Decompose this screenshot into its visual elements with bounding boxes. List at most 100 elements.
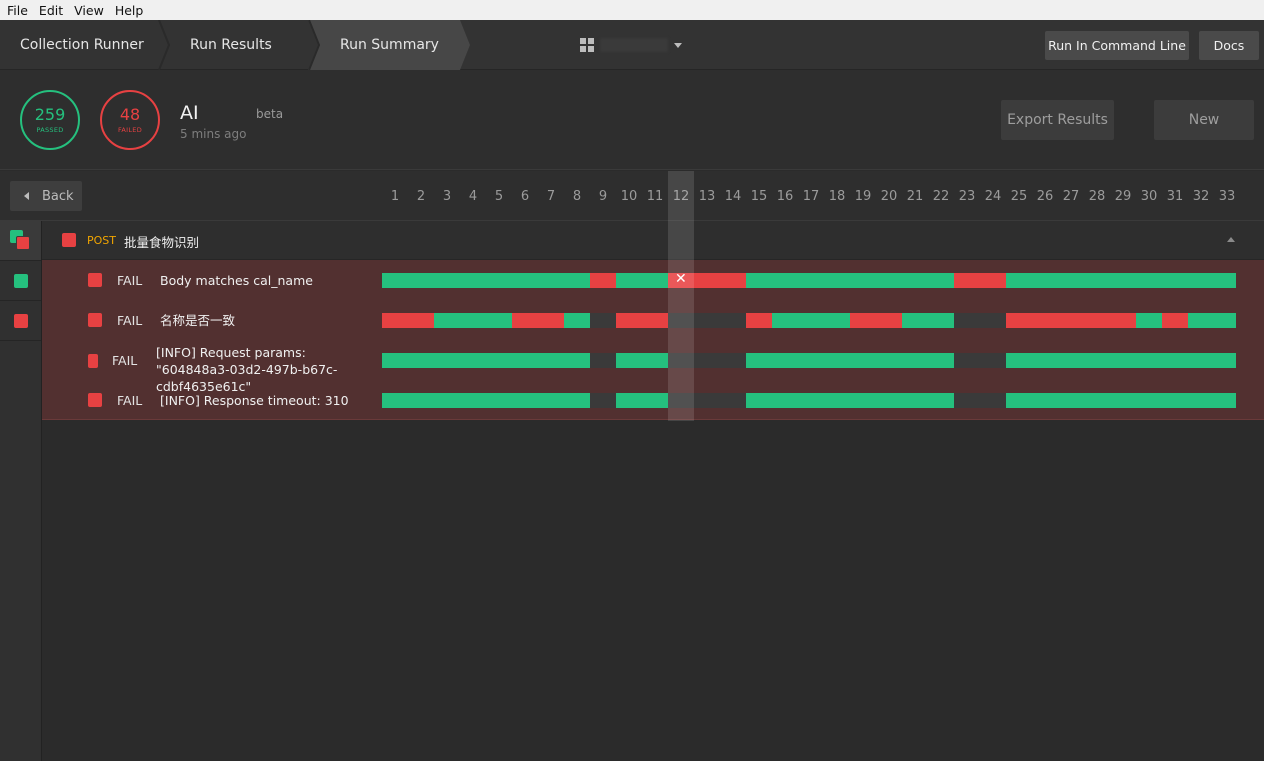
iteration-result-pass[interactable] bbox=[616, 393, 642, 408]
iteration-result-pass[interactable] bbox=[1136, 273, 1162, 288]
iteration-number[interactable]: 5 bbox=[494, 189, 504, 204]
iteration-number[interactable]: 21 bbox=[906, 189, 924, 204]
iteration-result-skipped[interactable] bbox=[980, 313, 1006, 328]
iteration-result-pass[interactable] bbox=[1136, 313, 1162, 328]
iteration-number[interactable]: 15 bbox=[750, 189, 768, 204]
iteration-number[interactable]: 20 bbox=[880, 189, 898, 204]
iteration-result-pass[interactable] bbox=[824, 313, 850, 328]
iteration-result-pass[interactable] bbox=[850, 273, 876, 288]
docs-button[interactable]: Docs bbox=[1199, 31, 1259, 60]
iteration-result-skipped[interactable] bbox=[694, 353, 720, 368]
test-row[interactable]: FAIL Body matches cal_name ✕ bbox=[42, 260, 1264, 300]
iteration-result-pass[interactable] bbox=[772, 313, 798, 328]
iteration-result-skipped[interactable] bbox=[980, 353, 1006, 368]
iteration-result-pass[interactable] bbox=[1032, 353, 1058, 368]
crumb-collection-runner[interactable]: Collection Runner bbox=[20, 37, 144, 53]
iteration-result-pass[interactable] bbox=[928, 273, 954, 288]
iteration-result-pass[interactable] bbox=[1032, 273, 1058, 288]
iteration-number[interactable]: 30 bbox=[1140, 189, 1158, 204]
iteration-result-skipped[interactable] bbox=[668, 353, 694, 368]
iteration-number[interactable]: 32 bbox=[1192, 189, 1210, 204]
iteration-result-pass[interactable] bbox=[486, 273, 512, 288]
iteration-result-pass[interactable] bbox=[798, 393, 824, 408]
iteration-result-pass[interactable] bbox=[512, 353, 538, 368]
test-row[interactable]: FAIL [INFO] Request params: "604848a3-03… bbox=[42, 340, 1264, 394]
iteration-result-pass[interactable] bbox=[1084, 353, 1110, 368]
iteration-number[interactable]: 27 bbox=[1062, 189, 1080, 204]
iteration-number[interactable]: 2 bbox=[416, 189, 426, 204]
iteration-number[interactable]: 1 bbox=[390, 189, 400, 204]
iteration-result-fail[interactable] bbox=[694, 273, 720, 288]
iteration-result-pass[interactable] bbox=[1006, 273, 1032, 288]
iteration-result-skipped[interactable] bbox=[954, 353, 980, 368]
iteration-result-pass[interactable] bbox=[1110, 273, 1136, 288]
iteration-number[interactable]: 10 bbox=[620, 189, 638, 204]
iteration-result-pass[interactable] bbox=[1084, 393, 1110, 408]
filter-passed[interactable] bbox=[0, 261, 41, 301]
filter-failed[interactable] bbox=[0, 301, 41, 341]
iteration-result-skipped[interactable] bbox=[668, 313, 694, 328]
iteration-number[interactable]: 14 bbox=[724, 189, 742, 204]
iteration-result-pass[interactable] bbox=[1162, 353, 1188, 368]
iteration-result-pass[interactable] bbox=[616, 353, 642, 368]
iteration-result-pass[interactable] bbox=[434, 273, 460, 288]
iteration-result-pass[interactable] bbox=[824, 353, 850, 368]
iteration-number[interactable]: 4 bbox=[468, 189, 478, 204]
iteration-result-pass[interactable] bbox=[382, 273, 408, 288]
iteration-result-pass[interactable] bbox=[876, 353, 902, 368]
iteration-result-pass[interactable] bbox=[798, 313, 824, 328]
menu-help[interactable]: Help bbox=[114, 2, 144, 18]
iteration-result-pass[interactable] bbox=[564, 353, 590, 368]
iteration-result-fail[interactable] bbox=[1058, 313, 1084, 328]
iteration-result-fail[interactable] bbox=[642, 313, 668, 328]
iteration-result-fail[interactable] bbox=[954, 273, 980, 288]
iteration-result-pass[interactable] bbox=[746, 393, 772, 408]
iteration-result-pass[interactable] bbox=[538, 273, 564, 288]
iteration-result-pass[interactable] bbox=[902, 353, 928, 368]
iteration-result-pass[interactable] bbox=[434, 393, 460, 408]
iteration-result-fail[interactable] bbox=[1162, 313, 1188, 328]
iteration-result-skipped[interactable] bbox=[720, 353, 746, 368]
export-results-button[interactable]: Export Results bbox=[1001, 100, 1114, 140]
iteration-result-pass[interactable] bbox=[1214, 273, 1236, 288]
run-in-command-line-button[interactable]: Run In Command Line bbox=[1045, 31, 1189, 60]
iteration-result-pass[interactable] bbox=[824, 273, 850, 288]
iteration-result-skipped[interactable] bbox=[590, 313, 616, 328]
iteration-result-pass[interactable] bbox=[512, 393, 538, 408]
iteration-result-pass[interactable] bbox=[772, 393, 798, 408]
iteration-number[interactable]: 17 bbox=[802, 189, 820, 204]
iteration-result-fail[interactable] bbox=[538, 313, 564, 328]
iteration-result-fail[interactable] bbox=[850, 313, 876, 328]
iteration-number[interactable]: 11 bbox=[646, 189, 664, 204]
iteration-result-pass[interactable] bbox=[798, 273, 824, 288]
iteration-number[interactable]: 25 bbox=[1010, 189, 1028, 204]
iteration-result-fail[interactable] bbox=[408, 313, 434, 328]
iteration-result-pass[interactable] bbox=[642, 273, 668, 288]
iteration-result-fail[interactable] bbox=[1006, 313, 1032, 328]
iteration-result-skipped[interactable] bbox=[954, 313, 980, 328]
iteration-result-pass[interactable] bbox=[486, 353, 512, 368]
chevron-up-icon[interactable] bbox=[1227, 237, 1235, 242]
iteration-result-pass[interactable] bbox=[460, 353, 486, 368]
iteration-result-skipped[interactable] bbox=[590, 393, 616, 408]
iteration-result-pass[interactable] bbox=[382, 393, 408, 408]
crumb-run-summary[interactable]: Run Summary bbox=[340, 37, 439, 53]
iteration-number[interactable]: 6 bbox=[520, 189, 530, 204]
iteration-result-fail[interactable] bbox=[746, 313, 772, 328]
iteration-number[interactable]: 9 bbox=[598, 189, 608, 204]
iteration-result-pass[interactable] bbox=[538, 393, 564, 408]
iteration-number[interactable]: 26 bbox=[1036, 189, 1054, 204]
iteration-result-pass[interactable] bbox=[408, 273, 434, 288]
iteration-number[interactable]: 7 bbox=[546, 189, 556, 204]
iteration-result-pass[interactable] bbox=[902, 273, 928, 288]
iteration-result-pass[interactable] bbox=[434, 353, 460, 368]
iteration-result-pass[interactable] bbox=[408, 353, 434, 368]
iteration-result-pass[interactable] bbox=[746, 273, 772, 288]
iteration-result-pass[interactable] bbox=[1110, 353, 1136, 368]
iteration-result-fail[interactable] bbox=[1110, 313, 1136, 328]
iteration-result-pass[interactable] bbox=[928, 313, 954, 328]
crumb-run-results[interactable]: Run Results bbox=[190, 37, 272, 53]
iteration-result-fail[interactable]: ✕ bbox=[668, 271, 694, 288]
test-row[interactable]: FAIL 名称是否一致 bbox=[42, 300, 1264, 340]
iteration-result-skipped[interactable] bbox=[954, 393, 980, 408]
